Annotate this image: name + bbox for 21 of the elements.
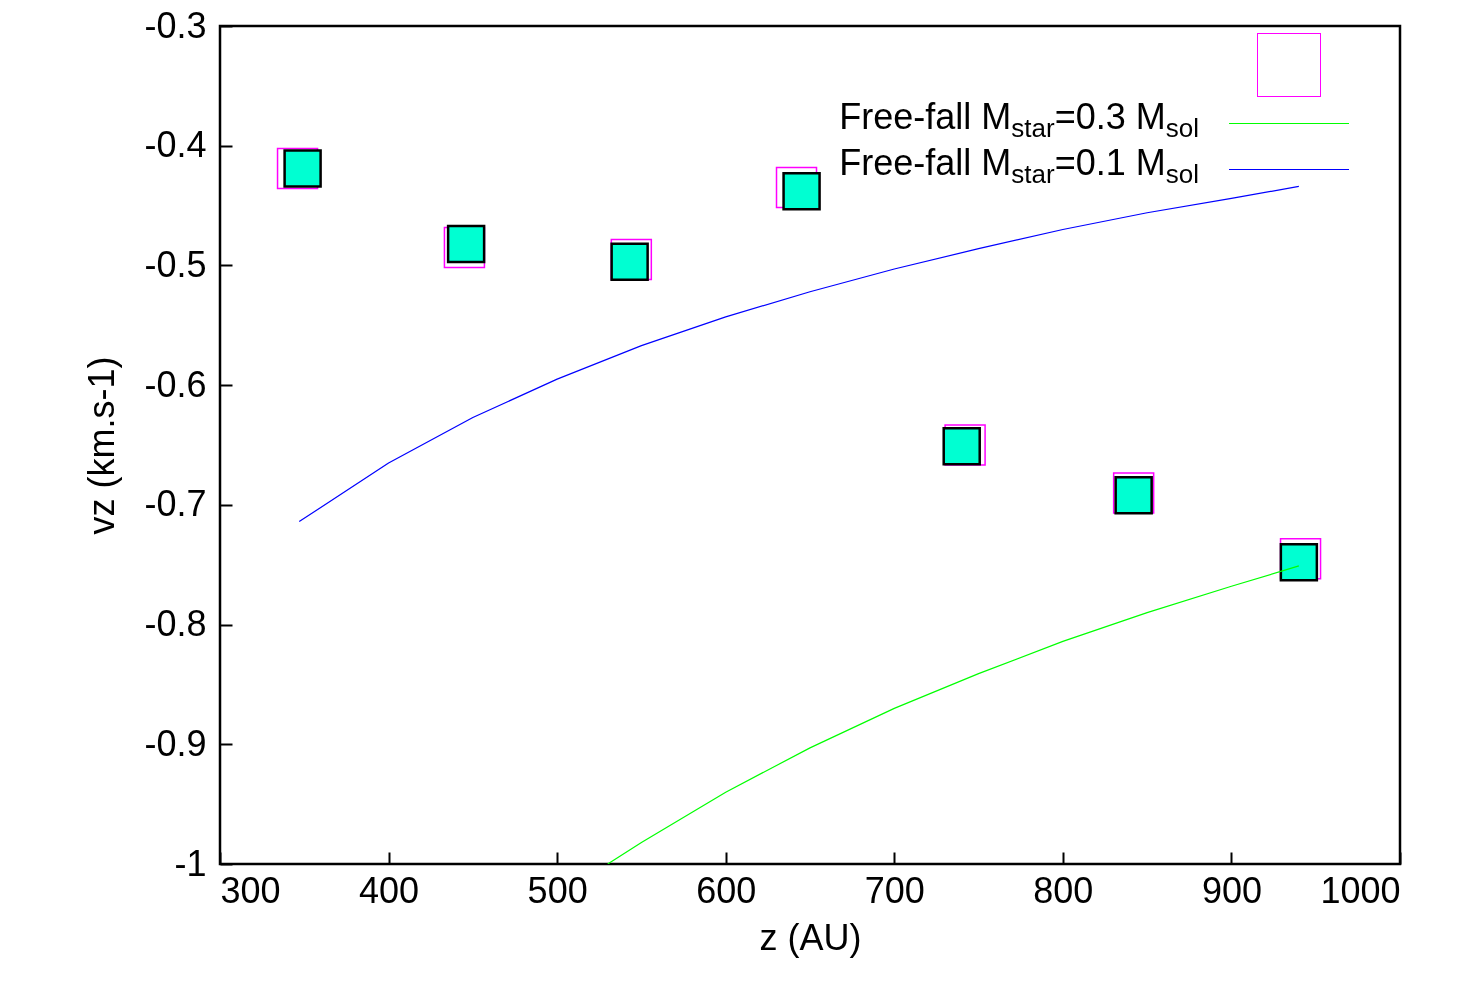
y-tick-label: -0.7 [144,483,207,525]
y-tick-label: -0.4 [144,124,207,166]
x-tick-label: 800 [1033,869,1094,911]
y-tick-label: -0.5 [144,243,207,285]
legend-label: Free-fall M$_{star}$=0.1 M$_{sol}$ [839,141,1199,192]
x-axis-title: z (AU) [759,916,862,958]
x-tick-label: 500 [527,869,588,911]
line-series [298,185,1300,523]
y-tick-label: -0.6 [144,363,207,405]
x-tick-label: 300 [220,869,281,911]
x-tick-label: 1000 [1320,869,1401,911]
x-tick-label: 400 [359,869,420,911]
y-tick-label: -1 [174,842,207,884]
x-tick-label: 900 [1201,869,1262,911]
y-tick-label: -0.9 [144,722,207,764]
x-tick-label: 600 [696,869,757,911]
y-tick-label: -0.3 [144,4,207,46]
y-axis-title: vz (km.s-1) [81,356,123,535]
y-tick-label: -0.8 [144,603,207,645]
legend-label: Free-fall M$_{star}$=0.3 M$_{sol}$ [839,96,1199,144]
x-tick-label: 700 [864,869,925,911]
